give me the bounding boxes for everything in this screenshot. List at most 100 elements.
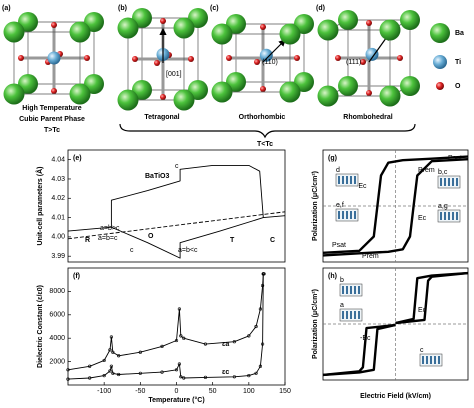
ti-atom — [433, 55, 447, 69]
ba-atom — [338, 76, 358, 96]
domain-stripe — [452, 178, 454, 186]
data-point — [232, 340, 236, 344]
phase-label: Cubic Parent Phase — [19, 116, 85, 123]
data-point — [203, 342, 208, 346]
ti-atom — [259, 48, 273, 62]
ba-atom — [379, 85, 401, 107]
ba-atom — [211, 81, 233, 103]
ba-atom — [279, 23, 301, 45]
o-atom — [18, 55, 24, 61]
plot-frame — [67, 267, 286, 386]
data-point — [203, 375, 208, 379]
data-point — [66, 368, 70, 372]
data-point — [247, 374, 251, 378]
ba-atom — [3, 83, 25, 105]
series-line — [395, 271, 469, 325]
inset-label: b — [340, 277, 344, 284]
crystal-panels — [3, 8, 450, 111]
annotation: c — [175, 163, 179, 170]
x-tick-label: 150 — [279, 388, 291, 395]
series-line — [322, 323, 396, 377]
panel-label: (e) — [73, 155, 82, 162]
domain-stripe — [440, 178, 442, 186]
y-tick-label: 4000 — [49, 335, 65, 342]
series-line — [322, 158, 469, 257]
data-point — [88, 376, 92, 380]
phase-label: T>Tc — [44, 127, 60, 134]
x-axis-label: Temperature (°C) — [148, 396, 204, 404]
o-atom — [160, 94, 166, 100]
data-point — [182, 376, 186, 380]
data-point — [88, 364, 92, 368]
phase-label: Rhombohedral — [343, 114, 392, 121]
domain-stripe — [448, 212, 450, 220]
plot-frame — [67, 149, 286, 263]
series-line — [322, 155, 469, 254]
panel-label: (h) — [328, 273, 337, 280]
domain-stripe — [350, 311, 352, 319]
series-label: εa — [222, 341, 229, 348]
domain-stripe — [350, 286, 352, 294]
inset-label: a — [340, 302, 344, 309]
data-point — [174, 338, 179, 343]
polarization-arrow — [262, 39, 286, 63]
data-point — [254, 324, 258, 329]
o-atom — [132, 56, 138, 62]
data-point — [109, 364, 113, 368]
data-point — [160, 370, 164, 374]
o-atom — [51, 22, 57, 28]
annotation: C — [270, 237, 275, 244]
data-point — [109, 335, 113, 339]
data-point — [174, 368, 179, 372]
ba-atom — [173, 89, 195, 111]
series-line — [395, 271, 469, 325]
annotation: T — [230, 237, 235, 244]
data-point — [177, 362, 181, 366]
data-point — [111, 371, 115, 375]
domain-stripe — [350, 176, 352, 184]
direction-label: [001] — [166, 71, 182, 78]
data-point — [261, 272, 265, 276]
data-point — [138, 350, 142, 354]
data-point — [254, 371, 258, 375]
direction-label: (110) — [262, 59, 278, 66]
o-atom — [294, 55, 300, 61]
series-label: εc — [222, 369, 229, 376]
domain-stripe — [426, 356, 428, 364]
ba-atom — [338, 10, 358, 30]
ba-atom — [3, 21, 25, 43]
ba-atom — [379, 19, 401, 41]
domain-stripe — [354, 176, 356, 184]
data-point — [117, 372, 121, 377]
inset-label: e,f — [336, 202, 344, 209]
data-point — [160, 344, 164, 348]
x-tick-label: 100 — [243, 388, 255, 395]
ba-atom — [173, 17, 195, 39]
panel-label: (a) — [2, 5, 11, 12]
data-point — [179, 334, 183, 338]
y-tick-label: 4.02 — [51, 195, 65, 202]
domain-stripe — [342, 311, 344, 319]
domain-stripe — [456, 178, 458, 186]
domain-stripe — [448, 178, 450, 186]
domain-stripe — [434, 356, 436, 364]
direction-label: (111) — [346, 59, 361, 66]
y-axis-label: Polarization (μC/cm²) — [312, 171, 319, 241]
inset-label: b,c — [438, 169, 448, 176]
o-atom — [397, 55, 403, 61]
ba-atom — [69, 21, 91, 43]
annotation: Prem — [418, 167, 435, 174]
domain-stripe — [346, 286, 348, 294]
inset-label: a,g — [438, 203, 448, 210]
annotation: a=b<c — [178, 247, 198, 254]
data-point — [108, 369, 112, 373]
domain-stripe — [358, 311, 360, 319]
annotation: a=b=c — [98, 235, 118, 242]
ba-atom — [400, 10, 420, 30]
annotation: a=b>c — [100, 225, 120, 232]
o-atom — [188, 56, 194, 62]
phase-label: Tetragonal — [144, 114, 179, 121]
annotation: -Ec — [356, 183, 367, 190]
annotation: O — [148, 233, 154, 240]
brace — [119, 123, 416, 139]
